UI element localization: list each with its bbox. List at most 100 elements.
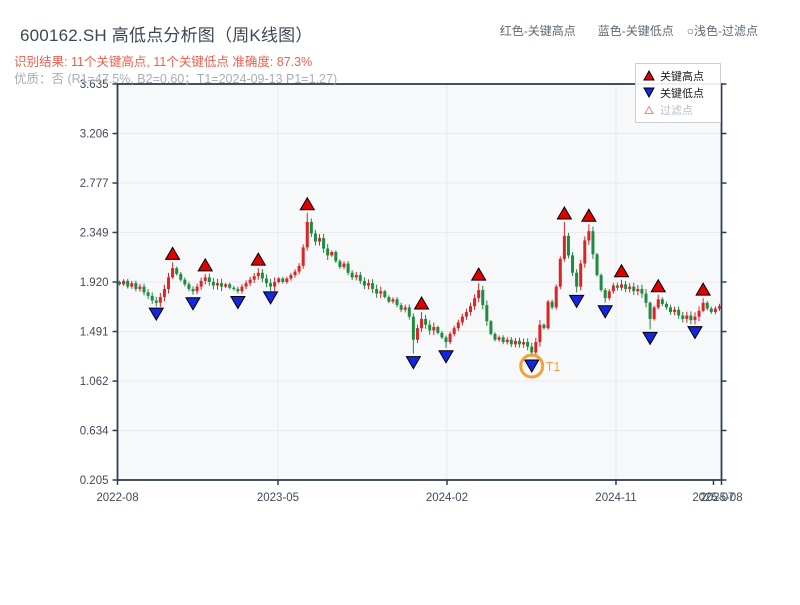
candle-body xyxy=(460,316,464,323)
key-low-marker xyxy=(262,291,279,305)
candle-body xyxy=(693,316,697,321)
top-legend-key-low: 蓝色-关键低点 xyxy=(597,24,674,38)
key-high-marker xyxy=(299,196,316,211)
candle-body xyxy=(387,297,391,302)
candle-body xyxy=(652,307,656,319)
candle-body xyxy=(354,275,358,278)
candle-body xyxy=(713,308,717,313)
candle-body xyxy=(473,298,477,307)
y-tick-label: 1.491 xyxy=(80,327,109,339)
candle-body xyxy=(546,301,550,329)
candle-body xyxy=(309,221,313,234)
candle-body xyxy=(342,263,346,267)
candle-body xyxy=(154,300,158,303)
candle-body xyxy=(517,340,521,345)
top-legend-filtered: ○浅色-过滤点 xyxy=(686,24,758,38)
legend-item-key-high: 关键高点 xyxy=(642,67,714,84)
candle-body xyxy=(167,277,171,289)
candle-body xyxy=(644,293,648,303)
candle-body xyxy=(660,299,664,304)
candle-body xyxy=(677,309,681,316)
candle-body xyxy=(244,283,248,287)
candle-body xyxy=(375,288,379,294)
candle-body xyxy=(346,263,350,273)
y-tick-label: 3.635 xyxy=(80,79,109,91)
candle-body xyxy=(709,308,713,313)
candle-body xyxy=(538,324,542,343)
candle-body xyxy=(615,285,619,288)
key-high-marker-icon xyxy=(642,70,655,81)
x-tick-label: 2024-02 xyxy=(426,492,468,504)
candle-body xyxy=(395,299,399,306)
candle-body xyxy=(211,282,215,286)
candle-body xyxy=(224,284,228,287)
candle-body xyxy=(260,272,264,279)
candle-body xyxy=(566,235,570,256)
candle-body xyxy=(366,283,370,286)
candle-body xyxy=(187,284,191,289)
candle-body xyxy=(485,305,489,322)
candle-body xyxy=(350,272,354,278)
candle-body xyxy=(554,286,558,308)
candle-body xyxy=(611,285,615,292)
candle-body xyxy=(391,299,395,302)
candle-body xyxy=(179,273,183,280)
x-tick-label: 2025-07 xyxy=(692,492,734,504)
candle-body xyxy=(334,251,338,262)
candle-body xyxy=(448,333,452,343)
recognition-result-text: 识别结果: 11个关键高点, 11个关键低点 准确度: 87.3% xyxy=(14,55,313,69)
candle-body xyxy=(130,283,134,287)
key-low-marker xyxy=(568,294,585,309)
top-legend: 红色-关键高点 蓝色-关键低点 ○浅色-过滤点 xyxy=(500,22,758,39)
y-tick-label: 2.349 xyxy=(80,227,109,239)
candle-body xyxy=(640,288,644,294)
candle-body xyxy=(256,272,260,277)
candle-body xyxy=(717,306,721,309)
y-tick-label: 0.205 xyxy=(80,475,109,487)
y-tick-label: 0.634 xyxy=(80,425,109,437)
candle-body xyxy=(620,284,624,288)
candle-body xyxy=(603,290,607,299)
candle-body xyxy=(403,307,407,310)
key-high-marker xyxy=(580,208,597,222)
candle-body xyxy=(664,303,668,308)
candle-body xyxy=(203,277,207,281)
candle-body xyxy=(236,288,240,292)
candle-body xyxy=(530,346,534,353)
key-high-marker xyxy=(556,205,573,220)
candle-body xyxy=(493,333,497,340)
candle-body xyxy=(118,282,122,285)
legend-label-key-low: 关键低点 xyxy=(660,87,704,100)
t1-label: T1 xyxy=(546,360,561,374)
candle-body xyxy=(648,302,652,319)
candle-body xyxy=(252,276,256,280)
candle-body xyxy=(142,286,146,293)
candle-body xyxy=(636,288,640,292)
candle-body xyxy=(240,286,244,292)
candle-body xyxy=(579,263,583,287)
candle-body xyxy=(607,291,611,299)
candle-body xyxy=(526,342,530,347)
candle-body xyxy=(681,315,685,319)
candle-body xyxy=(481,290,485,306)
key-low-marker xyxy=(230,296,246,310)
filtered-marker-icon xyxy=(642,105,655,115)
candle-body xyxy=(264,278,268,284)
key-low-marker xyxy=(438,350,454,364)
key-high-marker xyxy=(197,257,214,272)
candle-body xyxy=(571,255,575,273)
candle-body xyxy=(220,283,224,287)
candle-body xyxy=(489,321,493,334)
candle-body xyxy=(383,291,387,298)
candle-body xyxy=(138,286,142,289)
y-tick-label: 1.920 xyxy=(80,277,109,289)
candle-body xyxy=(150,295,154,301)
candle-body xyxy=(456,322,460,329)
candle-body xyxy=(338,261,342,267)
candle-body xyxy=(232,287,236,289)
candle-body xyxy=(477,290,481,299)
candle-body xyxy=(436,327,440,333)
candle-body xyxy=(199,280,203,287)
candle-body xyxy=(126,280,130,287)
